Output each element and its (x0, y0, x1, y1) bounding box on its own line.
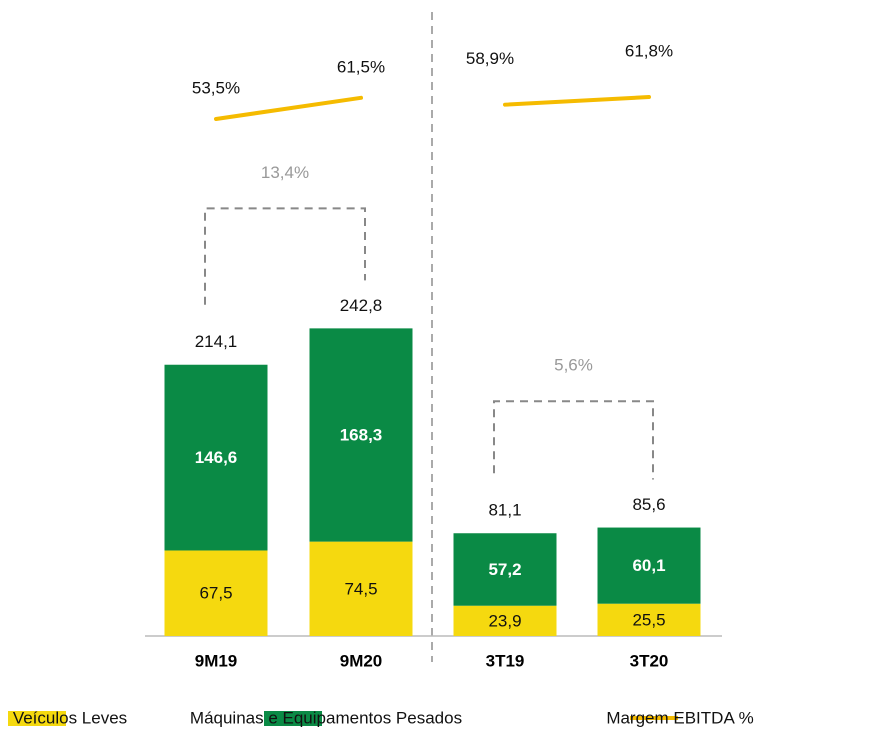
bar-segment (164, 550, 268, 636)
line-label: 61,8% (625, 41, 673, 60)
legend-swatch (264, 711, 322, 726)
growth-bracket (204, 207, 366, 305)
legend-swatch (8, 711, 66, 726)
bar-segment (309, 541, 413, 636)
bar-segment (309, 328, 413, 542)
data-label: 60,1 (632, 556, 665, 575)
total-label: 214,1 (195, 332, 238, 351)
line-label: 58,9% (466, 49, 514, 68)
bar-segment (453, 605, 557, 636)
legend-label: Margem EBITDA % (606, 708, 753, 727)
growth-bracket (493, 400, 654, 480)
data-label: 168,3 (340, 425, 383, 444)
legend-label: Máquinas e Equipamentos Pesados (190, 708, 462, 727)
line-label: 53,5% (192, 78, 240, 97)
bar-segment (597, 603, 701, 636)
data-label: 146,6 (195, 448, 238, 467)
x-tick-label: 9M20 (340, 651, 383, 670)
legend-label: Veículos Leves (13, 708, 127, 727)
bar-segment (453, 533, 557, 606)
total-label: 81,1 (488, 501, 521, 520)
bar-segment (597, 527, 701, 604)
total-label: 85,6 (632, 495, 665, 514)
line (214, 95, 363, 121)
data-label: 67,5 (199, 584, 232, 603)
growth-label: 5,6% (554, 356, 593, 375)
x-tick-label: 9M19 (195, 651, 238, 670)
x-tick-label: 3T19 (486, 651, 525, 670)
total-label: 242,8 (340, 296, 383, 315)
x-tick-label: 3T20 (630, 651, 669, 670)
bar-segment (164, 364, 268, 551)
growth-label: 13,4% (261, 163, 309, 182)
line-label: 61,5% (337, 57, 385, 76)
data-label: 23,9 (488, 611, 521, 630)
line (503, 95, 651, 107)
data-label: 57,2 (488, 560, 521, 579)
data-label: 25,5 (632, 610, 665, 629)
data-label: 74,5 (344, 579, 377, 598)
